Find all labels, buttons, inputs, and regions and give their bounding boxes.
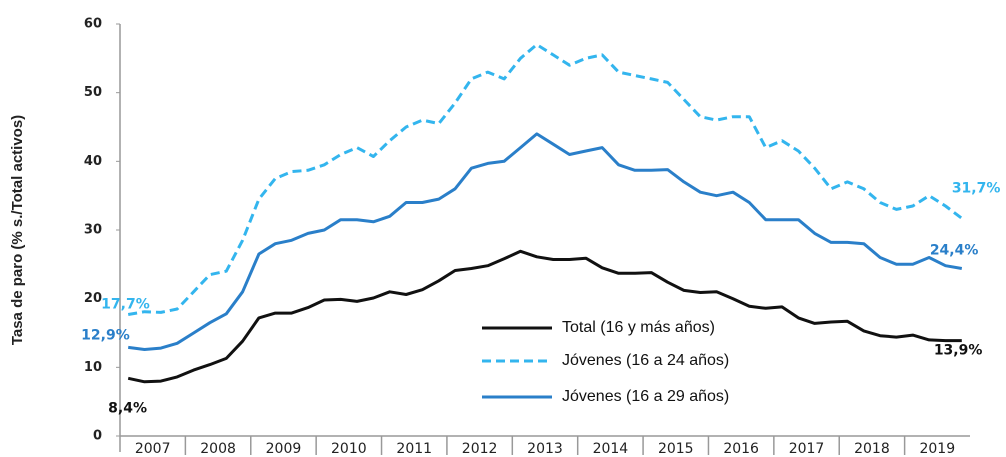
legend-label: Jóvenes (16 a 24 años) (562, 352, 729, 369)
x-tick-label: 2009 (266, 441, 302, 457)
value-label: 17,7% (101, 296, 150, 312)
value-label: 31,7% (952, 180, 1001, 196)
value-label: 13,9% (934, 343, 983, 359)
y-tick-label: 40 (84, 154, 102, 169)
legend-label: Total (16 y más años) (562, 319, 715, 336)
series-line (127, 43, 963, 316)
x-tick-label: 2018 (854, 441, 890, 457)
x-tick-label: 2010 (331, 441, 367, 457)
x-tick-label: 2019 (919, 441, 955, 457)
y-tick-label: 0 (93, 429, 102, 444)
value-label: 8,4% (108, 400, 147, 416)
y-tick-label: 60 (84, 17, 102, 32)
y-tick-label: 20 (84, 291, 102, 306)
legend-label: Jóvenes (16 a 29 años) (562, 388, 729, 405)
x-tick-label: 2014 (593, 441, 629, 457)
value-label: 12,9% (81, 327, 130, 343)
y-tick-label: 10 (84, 360, 102, 375)
x-tick-label: 2013 (527, 441, 563, 457)
y-tick-label: 50 (84, 85, 102, 100)
x-tick-label: 2016 (723, 441, 759, 457)
y-axis-title: Tasa de paro (% s./Total activos) (9, 115, 26, 345)
value-label: 24,4% (930, 242, 979, 258)
y-tick-label: 30 (84, 223, 102, 238)
x-tick-label: 2007 (135, 441, 171, 457)
x-tick-label: 2012 (462, 441, 498, 457)
series-line (128, 132, 963, 351)
x-tick-label: 2015 (658, 441, 694, 457)
series-line (127, 249, 962, 384)
x-tick-label: 2017 (789, 441, 825, 457)
x-tick-label: 2008 (200, 441, 236, 457)
x-tick-label: 2011 (396, 441, 432, 457)
